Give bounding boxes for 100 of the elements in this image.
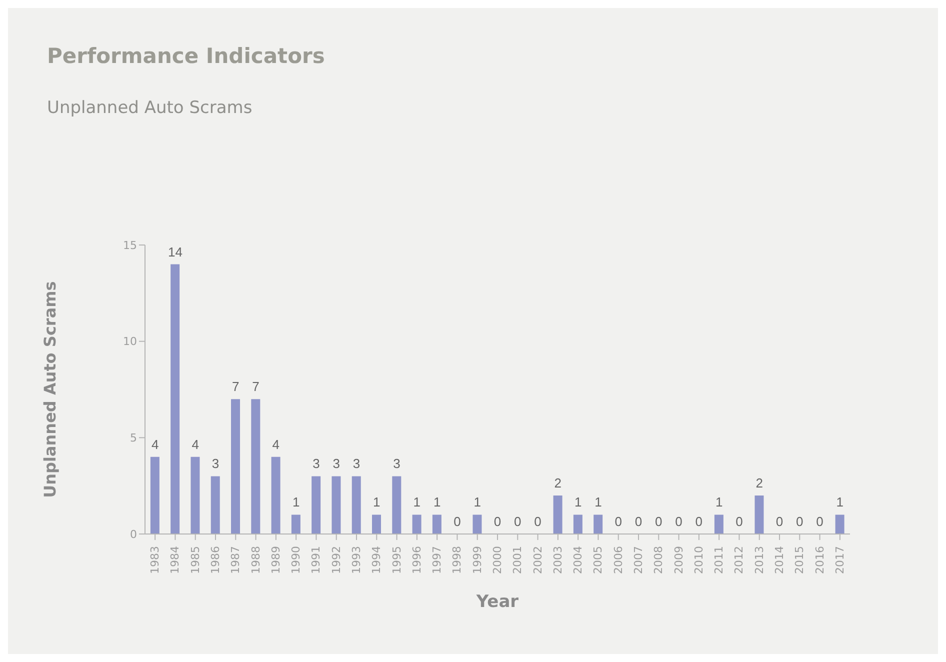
- data-label: 0: [796, 514, 804, 529]
- bar: [472, 514, 482, 534]
- bar: [432, 514, 442, 534]
- bar: [392, 476, 402, 534]
- x-tick-label: 2003: [551, 546, 564, 574]
- data-label: 0: [736, 514, 743, 529]
- bar: [210, 476, 220, 534]
- x-tick-label: 2013: [752, 546, 766, 574]
- x-tick-label: 2016: [813, 546, 826, 574]
- bar: [573, 514, 582, 534]
- x-tick-label: 1992: [330, 546, 343, 574]
- data-label: 3: [312, 456, 320, 472]
- x-tick-label: 2006: [612, 546, 625, 574]
- data-label: 1: [413, 494, 421, 510]
- data-label: 0: [494, 514, 502, 529]
- x-tick-label: 1997: [430, 546, 444, 574]
- bar: [312, 476, 321, 534]
- x-tick-label: 2011: [712, 546, 726, 574]
- x-tick-label: 1999: [470, 546, 484, 574]
- bar: [251, 399, 260, 534]
- bar: [553, 495, 562, 534]
- bar: [714, 514, 724, 534]
- x-tick-label: 2005: [592, 546, 605, 574]
- chart-title: Performance Indicators: [47, 44, 325, 68]
- bar: [372, 514, 382, 534]
- x-tick-label: 1983: [148, 546, 162, 574]
- data-label: 7: [252, 379, 260, 394]
- data-label: 0: [634, 514, 642, 529]
- x-tick-label: 2001: [511, 546, 524, 574]
- data-label: 4: [272, 436, 280, 452]
- x-tick-label: 1993: [350, 546, 363, 574]
- data-label: 4: [192, 436, 199, 452]
- x-tick-label: 1987: [229, 546, 242, 574]
- x-tick-label: 2004: [572, 546, 585, 574]
- x-tick-label: 1989: [269, 546, 282, 574]
- x-tick-label: 1996: [410, 546, 424, 574]
- x-tick-label: 2014: [773, 546, 786, 574]
- data-label: 1: [715, 494, 723, 510]
- data-label: 1: [373, 494, 380, 510]
- x-tick-label: 2008: [652, 546, 666, 574]
- y-tick-label: 5: [130, 432, 137, 445]
- x-tick-label: 1988: [249, 546, 262, 574]
- chart-subtitle: Unplanned Auto Scrams: [47, 98, 252, 118]
- data-label: 7: [232, 379, 240, 394]
- x-tick-label: 1995: [390, 546, 404, 574]
- bar: [352, 476, 361, 534]
- y-tick-label: 0: [130, 528, 137, 541]
- bar: [271, 456, 280, 534]
- x-tick-label: 1991: [310, 546, 323, 574]
- bar: [332, 476, 341, 534]
- y-tick-label: 10: [123, 335, 137, 348]
- data-label: 1: [433, 494, 441, 510]
- x-tick-label: 2007: [632, 546, 645, 574]
- bar: [190, 456, 200, 534]
- data-label: 2: [554, 475, 562, 490]
- x-tick-label: 1985: [188, 546, 202, 574]
- data-label: 1: [292, 494, 300, 510]
- x-tick-label: 2017: [833, 546, 846, 574]
- bar: [170, 264, 180, 534]
- x-tick-label: 1994: [370, 546, 384, 574]
- data-label: 3: [393, 456, 400, 472]
- y-tick-label: 15: [123, 238, 137, 252]
- data-label: 1: [836, 494, 844, 510]
- x-tick-label: 1998: [450, 546, 464, 574]
- y-axis-title: Unplanned Auto Scrams: [40, 281, 60, 498]
- bar: [754, 495, 764, 534]
- data-label: 3: [352, 456, 360, 472]
- x-tick-label: 2012: [732, 546, 746, 574]
- bar: [150, 456, 160, 534]
- x-tick-label: 2000: [491, 546, 504, 574]
- data-label: 1: [574, 494, 582, 510]
- data-label: 3: [332, 456, 340, 472]
- x-tick-label: 1984: [168, 546, 182, 574]
- data-label: 14: [168, 244, 182, 260]
- data-label: 3: [212, 456, 220, 472]
- data-label: 1: [594, 494, 602, 510]
- data-label: 0: [776, 514, 784, 529]
- x-tick-label: 1990: [290, 546, 303, 574]
- x-tick-label: 2009: [672, 546, 686, 574]
- data-label: 0: [816, 514, 824, 529]
- x-axis-title: Year: [475, 592, 520, 612]
- data-label: 1: [474, 494, 481, 510]
- bar: [231, 399, 240, 534]
- data-label: 0: [695, 514, 703, 529]
- data-label: 0: [514, 514, 522, 529]
- bar: [291, 514, 300, 534]
- data-label: 0: [675, 514, 682, 529]
- x-tick-label: 2010: [692, 546, 706, 574]
- x-tick-label: 1986: [209, 546, 222, 574]
- data-label: 4: [151, 436, 159, 452]
- bar: [412, 514, 422, 534]
- data-label: 2: [756, 475, 763, 490]
- data-label: 0: [655, 514, 662, 529]
- data-label: 0: [454, 514, 461, 529]
- bar: [594, 514, 603, 534]
- x-tick-label: 2002: [531, 546, 544, 574]
- bar: [835, 514, 844, 534]
- data-label: 0: [534, 514, 542, 529]
- data-label: 0: [614, 514, 622, 529]
- x-tick-label: 2015: [793, 546, 806, 574]
